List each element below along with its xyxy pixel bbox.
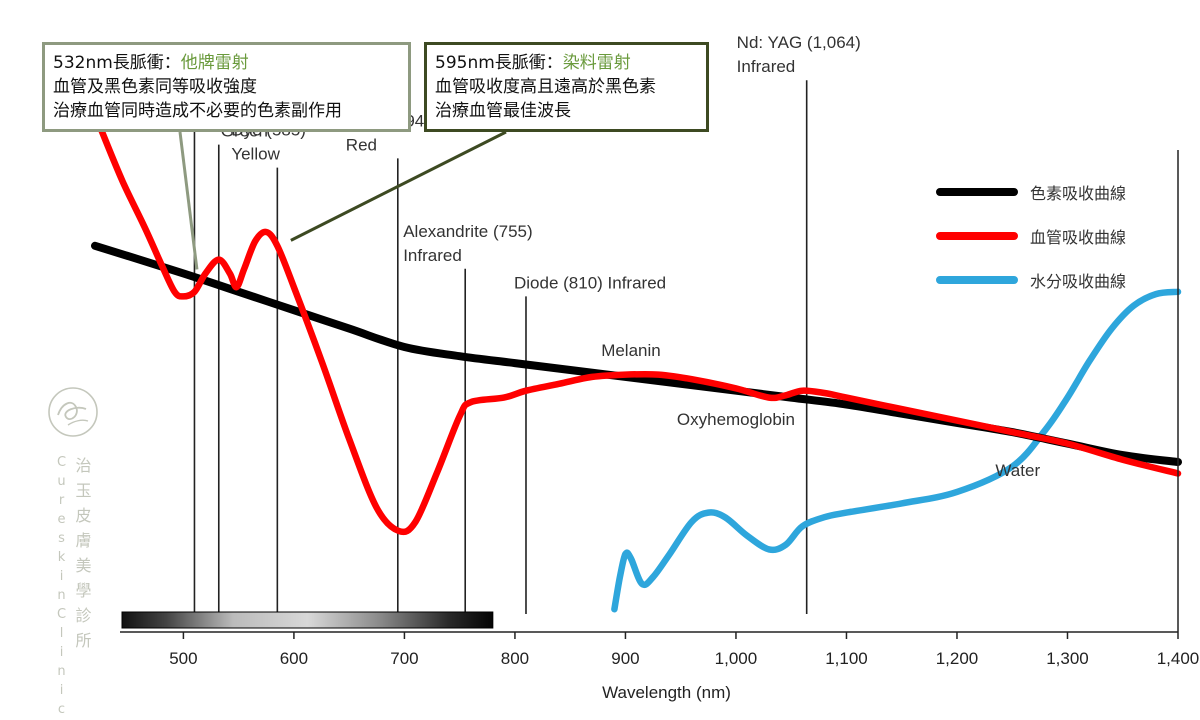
callout-532-title-accent: 他牌雷射	[180, 53, 249, 73]
watermark-cjk-char: 膚	[75, 531, 92, 550]
laser-label-1064-0: Nd: YAG (1,064)	[737, 33, 861, 52]
watermark-cjk-char: 美	[75, 556, 92, 575]
callout-532-line3: 治療血管同時造成不必要的色素副作用	[53, 101, 342, 121]
watermark-cjk-char: 診	[75, 606, 92, 625]
callout-532-line2: 血管及黑色素同等吸收強度	[53, 77, 257, 97]
watermark-cjk-char: 治	[75, 456, 92, 475]
callout-595-line2: 血管吸收度高且遠高於黑色素	[435, 77, 656, 97]
callout-532-title: 532nm長脈衝：他牌雷射	[53, 51, 400, 75]
watermark-latin-char: C	[56, 607, 67, 622]
x-tick-label-800: 800	[501, 649, 529, 668]
legend-swatch-water	[936, 276, 1018, 284]
watermark-latin-char: i	[59, 645, 64, 660]
laser-label-1064-1: Infrared	[737, 57, 796, 76]
legend-swatch-blood	[936, 232, 1018, 240]
laser-label-585-1: Yellow	[231, 145, 280, 164]
x-tick-label-900: 900	[611, 649, 639, 668]
legend-label-blood: 血管吸收曲線	[1030, 228, 1127, 247]
watermark-cjk-column: 治玉皮膚美學診所	[73, 453, 95, 653]
callout-595-pointer	[290, 130, 507, 242]
x-tick-label-1000: 1,000	[715, 649, 758, 668]
visible-spectrum-bar	[121, 611, 494, 629]
callout-532-pointer	[178, 131, 199, 270]
callout-595-title-prefix: 595nm長脈衝：	[435, 53, 563, 73]
x-axis: 500 600 700 800 900 1,000 1,100 1,200 1,300 1,400	[120, 150, 1199, 668]
series-line-2	[611, 288, 1182, 613]
x-tick-label-500: 500	[169, 649, 197, 668]
watermark-cjk-char: 學	[75, 581, 92, 600]
callout-595nm: 595nm長脈衝：染料雷射 血管吸收度高且遠高於黑色素 治療血管最佳波長	[424, 42, 709, 132]
series-line-1	[98, 127, 1182, 536]
legend-item-water: 水分吸收曲線	[930, 266, 1150, 310]
watermark-latin-char: r	[58, 493, 65, 508]
legend-label-water: 水分吸收曲線	[1030, 272, 1127, 291]
callout-595-title-accent: 染料雷射	[562, 53, 631, 73]
legend-item-pigment: 色素吸收曲線	[930, 178, 1150, 222]
x-tick-label-700: 700	[390, 649, 418, 668]
watermark-latin-char: C	[56, 455, 67, 470]
watermark-latin-char: n	[57, 588, 66, 603]
watermark-cjk-char: 所	[75, 631, 92, 650]
legend: 色素吸收曲線 血管吸收曲線 水分吸收曲線	[930, 178, 1150, 310]
x-tick-label-1300: 1,300	[1046, 649, 1089, 668]
series-inline-label-1: Oxyhemoglobin	[677, 410, 795, 429]
watermark-latin-char: i	[59, 569, 64, 584]
callout-pointers	[178, 130, 507, 270]
watermark-latin-char: e	[57, 512, 66, 527]
watermark-latin-char: u	[57, 474, 66, 489]
x-tick-label-600: 600	[280, 649, 308, 668]
callout-595-title: 595nm長脈衝：染料雷射	[435, 51, 698, 75]
series-layer	[91, 127, 1182, 613]
watermark-latin-char: i	[59, 683, 64, 698]
series-inline-label-2: Water	[995, 461, 1040, 480]
clinic-logo-icon	[47, 387, 98, 437]
watermark-latin-char: n	[57, 664, 66, 679]
legend-label-pigment: 色素吸收曲線	[1030, 184, 1127, 203]
watermark-cjk-char: 皮	[75, 506, 92, 525]
laser-label-694-1: Red	[346, 135, 377, 154]
x-tick-label-1400: 1,400	[1157, 649, 1200, 668]
x-tick-label-1200: 1,200	[936, 649, 979, 668]
laser-label-810-0: Diode (810) Infrared	[514, 273, 666, 292]
callout-532nm: 532nm長脈衝：他牌雷射 血管及黑色素同等吸收強度 治療血管同時造成不必要的色…	[42, 42, 411, 132]
callout-532-title-prefix: 532nm長脈衝：	[53, 53, 181, 73]
series-labels: Melanin Oxyhemoglobin Water	[601, 341, 1040, 480]
watermark-latin-char: l	[59, 626, 64, 641]
watermark-latin-char: s	[58, 531, 65, 546]
x-axis-title: Wavelength (nm)	[602, 683, 731, 702]
series-inline-label-0: Melanin	[601, 341, 661, 360]
callout-595-line3: 治療血管最佳波長	[435, 101, 571, 121]
legend-item-blood: 血管吸收曲線	[930, 222, 1150, 266]
watermark-latin-char: c	[57, 702, 66, 717]
x-tick-label-1100: 1,100	[825, 649, 868, 668]
watermark-cjk-char: 玉	[75, 481, 92, 500]
laser-label-755-1: Infrared	[403, 246, 462, 265]
legend-swatch-pigment	[936, 188, 1018, 196]
laser-label-755-0: Alexandrite (755)	[403, 222, 532, 241]
watermark-latin-char: k	[57, 550, 66, 565]
